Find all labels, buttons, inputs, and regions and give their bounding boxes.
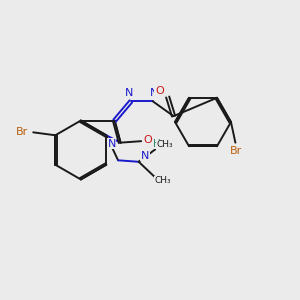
- Text: N: N: [150, 88, 159, 98]
- Text: Br: Br: [230, 146, 242, 157]
- Text: CH₃: CH₃: [155, 176, 171, 185]
- Text: O: O: [155, 86, 164, 96]
- Text: O: O: [143, 135, 152, 145]
- Text: CH₃: CH₃: [156, 140, 173, 149]
- Text: H: H: [154, 139, 161, 148]
- Text: Br: Br: [16, 127, 28, 137]
- Text: N: N: [125, 88, 134, 98]
- Text: N: N: [107, 139, 116, 148]
- Text: N: N: [141, 151, 149, 161]
